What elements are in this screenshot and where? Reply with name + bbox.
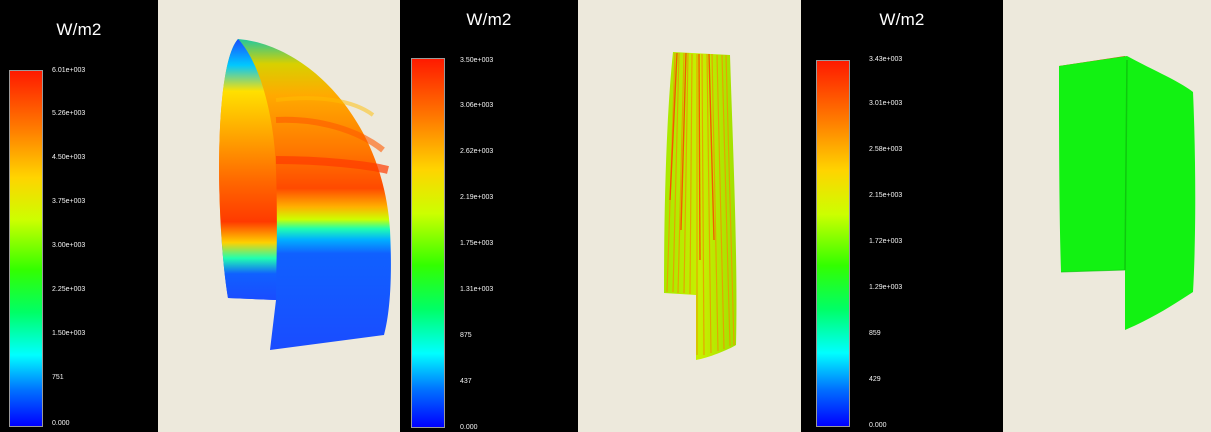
tick-label: 2.15e+003 [869, 192, 903, 199]
color-bar-1 [9, 70, 43, 427]
tick-label: 1.50e+003 [52, 330, 86, 337]
tick-label: 3.43e+003 [869, 56, 903, 63]
dome-surface [219, 39, 391, 350]
tick-label: 2.62e+003 [460, 148, 494, 155]
tick-label: 2.25e+003 [52, 286, 86, 293]
contour-band [275, 156, 389, 174]
legend-panel-1: W/m2 6.01e+003 5.26e+003 4.50e+003 3.75e… [0, 0, 158, 432]
tick-label: 437 [460, 378, 472, 385]
tick-label: 3.00e+003 [52, 242, 86, 249]
tick-label: 1.29e+003 [869, 284, 903, 291]
legend-panel-3: W/m2 3.43e+003 3.01e+003 2.58e+003 2.15e… [801, 0, 1003, 432]
tick-label: 1.31e+003 [460, 286, 494, 293]
view-panel-1 [158, 0, 400, 432]
color-bar-2 [411, 58, 445, 428]
plate-fold-line [1124, 59, 1128, 271]
tick-label: 3.01e+003 [869, 100, 903, 107]
tick-label: 5.26e+003 [52, 110, 86, 117]
contour-band [275, 96, 375, 117]
legend-title-2: W/m2 [466, 10, 512, 29]
tick-label: 0.000 [869, 422, 887, 429]
tick-label: 2.58e+003 [869, 146, 903, 153]
tick-label: 3.06e+003 [460, 102, 494, 109]
tick-label: 3.75e+003 [52, 198, 86, 205]
legend-title-3: W/m2 [879, 10, 925, 29]
tick-label: 429 [869, 376, 881, 383]
tick-label: 6.01e+003 [52, 67, 86, 74]
contour-band [275, 116, 385, 153]
tick-label: 2.19e+003 [460, 194, 494, 201]
tick-label: 4.50e+003 [52, 154, 86, 161]
tick-label: 0.000 [460, 424, 478, 431]
tick-label: 1.75e+003 [460, 240, 494, 247]
dome-inner-face [219, 39, 277, 300]
legend-title-1: W/m2 [56, 20, 102, 39]
view-panel-3 [1003, 0, 1211, 432]
view-panel-2 [578, 0, 801, 432]
fin-surface [664, 52, 737, 360]
fin-streaks [666, 52, 735, 356]
tick-label: 751 [52, 374, 64, 381]
tick-label: 1.72e+003 [869, 238, 903, 245]
color-bar-3 [816, 60, 850, 427]
legend-panel-2: W/m2 3.50e+003 3.06e+003 2.62e+003 2.19e… [400, 0, 578, 432]
tick-label: 3.50e+003 [460, 57, 494, 64]
tick-label: 875 [460, 332, 472, 339]
fin-hot-streaks [669, 52, 715, 261]
plate-body [1059, 56, 1196, 330]
tick-label: 0.000 [52, 420, 70, 427]
curved-plate-surface [1059, 56, 1196, 330]
tick-label: 859 [869, 330, 881, 337]
plate-bottom-edge [1060, 269, 1126, 273]
